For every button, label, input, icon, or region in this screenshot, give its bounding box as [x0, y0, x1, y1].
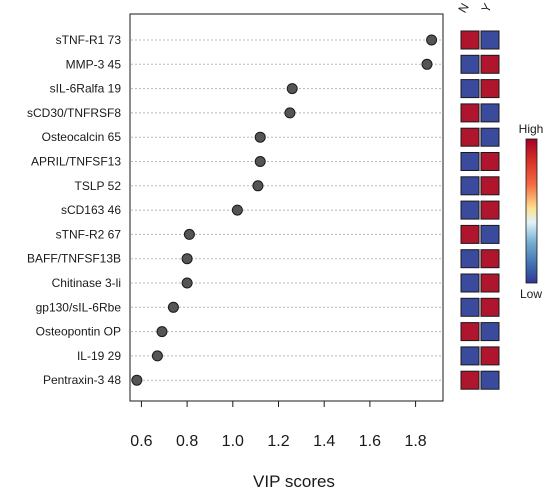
data-point	[284, 107, 296, 119]
data-point	[181, 253, 193, 265]
data-point	[426, 34, 438, 46]
category-label: IL-19 29	[77, 349, 121, 363]
category-label: sCD30/TNFRSF8	[27, 106, 121, 120]
heatmap-cell-y	[480, 127, 500, 147]
heatmap-cell-n	[460, 273, 480, 293]
category-label: BAFF/TNFSF13B	[27, 252, 121, 266]
category-label: gp130/sIL-6Rbe	[36, 300, 122, 314]
data-point	[156, 326, 168, 338]
grid-lines	[131, 39, 442, 381]
heatmap-cell-n	[460, 152, 480, 171]
data-point	[254, 131, 266, 143]
heatmap-cell-n	[460, 103, 480, 123]
category-label: Pentraxin-3 48	[43, 373, 121, 387]
heatmap-cell-y	[480, 370, 500, 390]
heatmap-cell-n	[460, 200, 480, 220]
plot-frame	[129, 13, 444, 402]
legend-low-label: Low	[520, 287, 542, 301]
x-tick-label: 0.8	[176, 433, 198, 450]
heatmap-cell-y	[480, 224, 500, 244]
legend-colorbar	[525, 138, 538, 284]
x-tick-label: 1.0	[222, 433, 244, 450]
x-axis: 0.6 0.8 1.0 1.2 1.4 1.6 1.8	[130, 401, 427, 450]
category-label: sTNF-R1 73	[56, 33, 122, 47]
heatmap-cell-y	[480, 346, 500, 366]
data-point	[167, 301, 179, 313]
heatmap-cell-y	[480, 273, 500, 293]
heatmap-cell-y	[480, 54, 500, 74]
data-point	[252, 180, 264, 192]
category-label: TSLP 52	[75, 179, 122, 193]
data-point	[286, 83, 298, 95]
x-tick-label: 1.4	[313, 433, 335, 450]
heatmap-cells	[460, 30, 500, 390]
data-point	[151, 350, 163, 362]
heatmap-cell-y	[480, 103, 500, 123]
heatmap-cell-y	[480, 30, 500, 50]
category-label: sTNF-R2 67	[56, 227, 122, 241]
heatmap-cell-y	[480, 200, 500, 220]
data-point	[254, 156, 266, 167]
x-axis-title: VIP scores	[253, 472, 335, 491]
data-point	[421, 58, 433, 70]
heatmap-cell-n	[460, 297, 480, 317]
heatmap-cell-n	[460, 322, 480, 342]
data-point	[231, 204, 243, 216]
data-point	[181, 277, 193, 289]
heatmap-cell-n	[460, 79, 480, 99]
legend-high-label: High	[519, 122, 544, 136]
heatmap-cell-n	[460, 370, 480, 390]
data-point	[183, 228, 195, 240]
x-tick-label: 1.8	[404, 433, 426, 450]
category-label: MMP-3 45	[66, 57, 122, 71]
heatmap-cell-y	[480, 176, 500, 196]
category-label: APRIL/TNFSF13	[31, 155, 121, 169]
data-point	[131, 374, 143, 386]
data-points	[131, 34, 438, 386]
heatmap-cell-n	[460, 127, 480, 147]
heatmap-cell-y	[480, 297, 500, 317]
x-tick-label: 1.6	[359, 433, 381, 450]
category-label: sCD163 46	[61, 203, 121, 217]
heatmap-cell-y	[480, 79, 500, 99]
heatmap-cell-n	[460, 224, 480, 244]
heatmap-cell-n	[460, 54, 480, 74]
heatmap-column-label-n: N	[455, 1, 471, 16]
category-label: Osteopontin OP	[36, 325, 121, 339]
category-labels: sTNF-R1 73 MMP-3 45 sIL-6Ralfa 19 sCD30/TNF…	[27, 33, 121, 387]
x-tick-label: 1.2	[267, 433, 289, 450]
heatmap-column-label-y: Y	[478, 1, 494, 15]
heatmap-cell-n	[460, 249, 480, 269]
heatmap-cell-n	[460, 176, 480, 196]
heatmap-cell-y	[480, 249, 500, 269]
heatmap-cell-y	[480, 322, 500, 342]
x-tick-label: 0.6	[130, 433, 152, 450]
heatmap-cell-y	[480, 152, 500, 171]
category-label: Osteocalcin 65	[42, 130, 122, 144]
heatmap-cell-n	[460, 30, 480, 50]
heatmap-cell-n	[460, 346, 480, 366]
category-label: Chitinase 3-li	[52, 276, 121, 290]
category-label: sIL-6Ralfa 19	[50, 82, 122, 96]
